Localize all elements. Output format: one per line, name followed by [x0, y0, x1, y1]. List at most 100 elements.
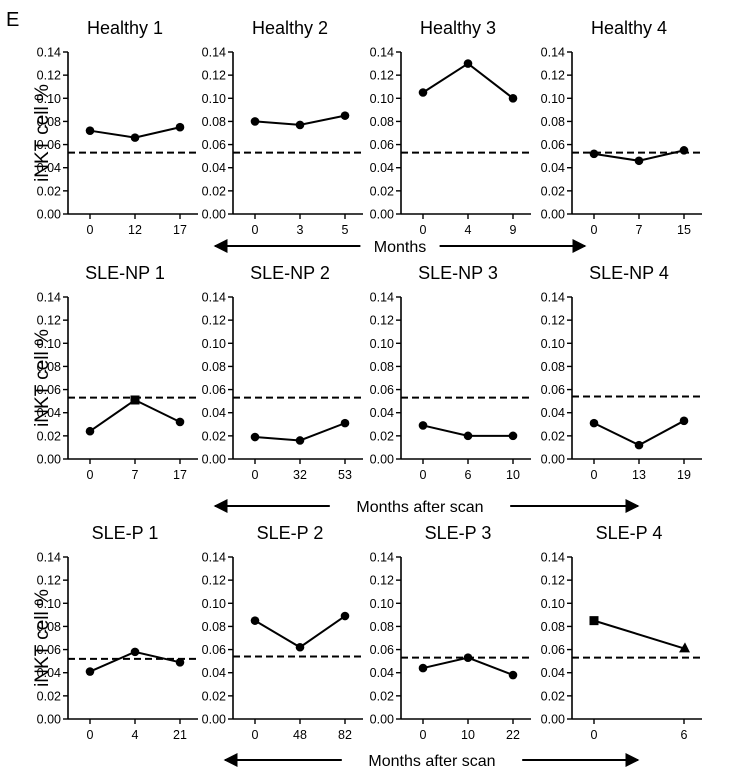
y-tick-label: 0.04	[370, 161, 394, 175]
x-tick-label: 6	[681, 728, 688, 742]
chart-panel: Healthy 1 0.00 0.02 0.04 0.06 0.08 0.10 0.12 0.1…	[32, 18, 200, 237]
x-tick-label: 0	[591, 468, 598, 482]
x-tick-label: 10	[461, 728, 475, 742]
x-tick-label: 17	[173, 468, 187, 482]
y-tick-label: 0.02	[202, 429, 226, 443]
data-point	[508, 93, 518, 103]
data-point	[679, 642, 690, 653]
y-tick-label: 0.02	[541, 184, 565, 198]
y-tick-label: 0.10	[541, 597, 565, 611]
y-tick-label: 0.12	[370, 69, 394, 83]
data-point	[295, 120, 305, 130]
y-tick-label: 0.04	[541, 161, 565, 175]
data-point	[508, 431, 518, 441]
series-line	[422, 62, 514, 100]
y-tick-label: 0.06	[202, 383, 226, 397]
y-tick-label: 0.14	[37, 551, 61, 565]
y-tick-label: 0.00	[202, 208, 226, 222]
panel-title: Healthy 2	[252, 18, 328, 38]
x-tick-label: 7	[636, 223, 643, 237]
data-point	[589, 616, 599, 626]
chart-panel: Healthy 2 0.00 0.02 0.04 0.06 0.08 0.10 0.12 0.1…	[202, 18, 365, 237]
y-tick-label: 0.12	[202, 574, 226, 588]
y-tick-label: 0.10	[541, 337, 565, 351]
y-axis-label: iNKT cell %	[32, 329, 53, 427]
y-tick-label: 0.08	[370, 115, 394, 129]
y-tick-label: 0.04	[202, 666, 226, 680]
panel-letter: E	[6, 9, 19, 31]
y-tick-label: 0.14	[202, 46, 226, 60]
y-tick-label: 0.14	[202, 291, 226, 305]
y-tick-label: 0.08	[37, 620, 61, 634]
y-tick-label: 0.06	[541, 643, 565, 657]
data-point	[85, 126, 95, 135]
x-tick-label: 15	[677, 223, 691, 237]
data-point	[85, 426, 95, 436]
y-tick-label: 0.06	[37, 643, 61, 657]
y-tick-label: 0.06	[541, 138, 565, 152]
x-tick-label: 82	[338, 728, 352, 742]
band-label: Months after scan	[368, 753, 495, 770]
y-tick-label: 0.04	[37, 161, 61, 175]
y-tick-label: 0.08	[370, 620, 394, 634]
y-tick-label: 0.04	[37, 666, 61, 680]
data-point	[463, 59, 473, 68]
y-tick-label: 0.10	[37, 92, 61, 106]
x-tick-label: 17	[173, 223, 187, 237]
x-tick-label: 22	[506, 728, 520, 742]
data-point	[175, 417, 185, 427]
x-tick-label: 5	[342, 223, 349, 237]
y-tick-label: 0.00	[370, 208, 394, 222]
x-tick-label: 48	[293, 728, 307, 742]
y-tick-label: 0.08	[202, 620, 226, 634]
x-tick-label: 0	[252, 468, 259, 482]
data-point	[340, 611, 350, 621]
y-tick-label: 0.10	[370, 337, 394, 351]
y-tick-label: 0.10	[202, 337, 226, 351]
x-tick-label: 0	[420, 468, 427, 482]
y-tick-label: 0.12	[37, 69, 61, 83]
y-tick-label: 0.08	[37, 115, 61, 129]
y-tick-label: 0.12	[541, 314, 565, 328]
x-tick-label: 13	[632, 468, 646, 482]
data-point	[250, 117, 260, 126]
panel-title: SLE-P 2	[257, 523, 324, 543]
y-tick-label: 0.00	[370, 453, 394, 467]
y-tick-label: 0.02	[541, 689, 565, 703]
panel-title: Healthy 1	[87, 18, 163, 38]
data-point	[589, 149, 599, 159]
y-tick-label: 0.10	[37, 597, 61, 611]
y-tick-label: 0.04	[202, 161, 226, 175]
y-tick-label: 0.02	[370, 689, 394, 703]
y-tick-label: 0.12	[37, 314, 61, 328]
y-tick-label: 0.06	[370, 643, 394, 657]
chart-panel: SLE-NP 3 0.00 0.02 0.04 0.06 0.08 0.10 0.12 0.14…	[370, 263, 533, 482]
y-tick-label: 0.10	[541, 92, 565, 106]
panel-title: Healthy 3	[420, 18, 496, 38]
x-tick-label: 4	[132, 728, 139, 742]
y-tick-label: 0.08	[370, 360, 394, 374]
x-tick-label: 0	[591, 728, 598, 742]
data-point	[130, 647, 140, 657]
data-point	[250, 432, 260, 442]
panel-title: SLE-NP 4	[589, 263, 669, 283]
y-tick-label: 0.12	[541, 574, 565, 588]
data-point	[340, 418, 350, 428]
y-tick-label: 0.00	[202, 713, 226, 727]
chart-panel: SLE-P 2 0.00 0.02 0.04 0.06 0.08 0.10 0.12 0.14 0…	[202, 523, 365, 742]
y-tick-label: 0.00	[37, 713, 61, 727]
y-tick-label: 0.12	[541, 69, 565, 83]
y-tick-label: 0.10	[202, 92, 226, 106]
data-point	[679, 416, 689, 426]
y-tick-label: 0.08	[541, 115, 565, 129]
panel-title: Healthy 4	[591, 18, 667, 38]
y-tick-label: 0.10	[37, 337, 61, 351]
y-tick-label: 0.06	[370, 138, 394, 152]
data-point	[634, 440, 644, 450]
y-tick-label: 0.12	[37, 574, 61, 588]
y-tick-label: 0.14	[37, 46, 61, 60]
y-tick-label: 0.06	[37, 138, 61, 152]
data-point	[589, 418, 599, 428]
series-line	[254, 615, 346, 649]
